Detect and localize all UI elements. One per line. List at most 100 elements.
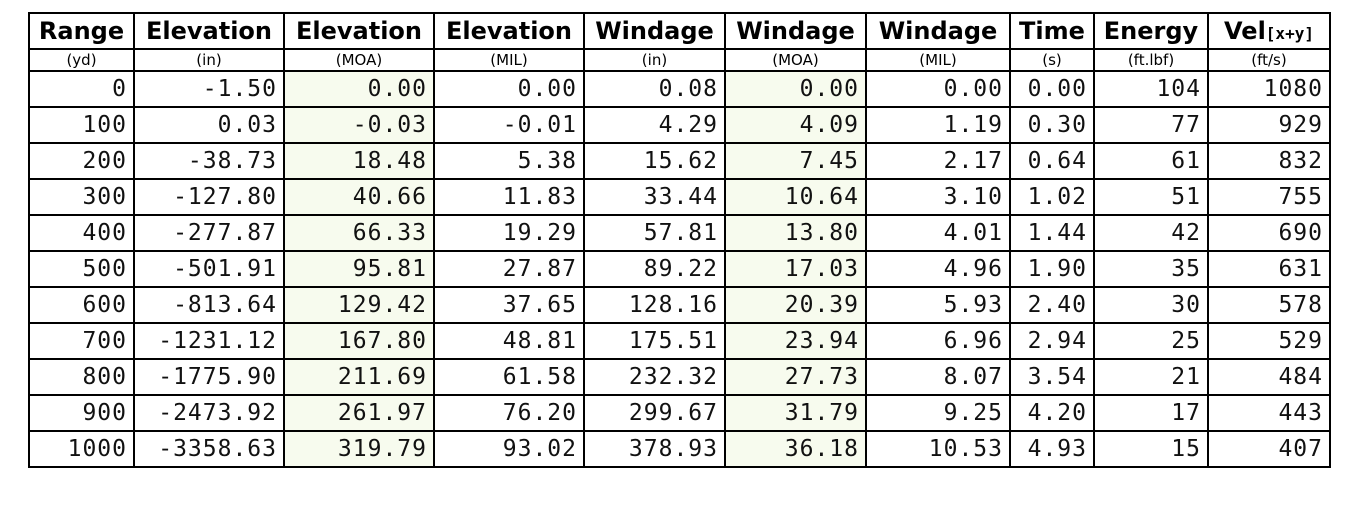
table-cell: 7.45 bbox=[724, 142, 867, 180]
column-unit: (ft/s) bbox=[1207, 48, 1331, 72]
table-cell: 4.93 bbox=[1009, 430, 1095, 468]
table-cell: 529 bbox=[1207, 322, 1331, 360]
table-cell: 1.90 bbox=[1009, 250, 1095, 288]
table-cell: 42 bbox=[1093, 214, 1209, 252]
table-row: 200 -38.73 18.48 5.38 15.62 7.45 2.17 0.64 61 832 bbox=[28, 142, 1331, 180]
table-cell: 578 bbox=[1207, 286, 1331, 324]
table-cell: 175.51 bbox=[583, 322, 726, 360]
header-row: Range Elevation Elevation Elevation Windage W… bbox=[28, 12, 1331, 50]
table-cell: 0.00 bbox=[1009, 70, 1095, 108]
column-title: Energy bbox=[1103, 17, 1199, 45]
unit-row: (yd) (in) (MOA) (MIL) (in) (MOA) (MIL) (s) (ft.l… bbox=[28, 48, 1331, 72]
table-cell: 30 bbox=[1093, 286, 1209, 324]
table-cell: 9.25 bbox=[865, 394, 1011, 432]
table-cell: 17 bbox=[1093, 394, 1209, 432]
column-unit: (in) bbox=[133, 48, 285, 72]
table-cell: 93.02 bbox=[433, 430, 585, 468]
table-cell: 51 bbox=[1093, 178, 1209, 216]
table-row: 600 -813.64 129.42 37.65 128.16 20.39 5.93 2.40… bbox=[28, 286, 1331, 324]
table-cell: 4.01 bbox=[865, 214, 1011, 252]
column-header: Range bbox=[28, 12, 135, 50]
table-cell: 6.96 bbox=[865, 322, 1011, 360]
table-cell: 4.29 bbox=[583, 106, 726, 144]
column-unit: (s) bbox=[1009, 48, 1095, 72]
table-cell: 4.09 bbox=[724, 106, 867, 144]
column-title: Range bbox=[38, 17, 125, 45]
table-cell: 690 bbox=[1207, 214, 1331, 252]
table-cell: 20.39 bbox=[724, 286, 867, 324]
column-unit: (ft.lbf) bbox=[1093, 48, 1209, 72]
table-cell: 1.19 bbox=[865, 106, 1011, 144]
table-cell: 2.40 bbox=[1009, 286, 1095, 324]
table-cell: 3.10 bbox=[865, 178, 1011, 216]
table-cell: 1.02 bbox=[1009, 178, 1095, 216]
column-unit: (MIL) bbox=[433, 48, 585, 72]
table-cell: 0.30 bbox=[1009, 106, 1095, 144]
column-unit: (yd) bbox=[28, 48, 135, 72]
column-header: Energy bbox=[1093, 12, 1209, 50]
column-title: Vel bbox=[1224, 17, 1266, 45]
table-cell: 27.73 bbox=[724, 358, 867, 396]
column-header: Elevation bbox=[133, 12, 285, 50]
table-row: 900 -2473.92 261.97 76.20 299.67 31.79 9.25 4.2… bbox=[28, 394, 1331, 432]
table-cell: -0.01 bbox=[433, 106, 585, 144]
table-cell: 77 bbox=[1093, 106, 1209, 144]
column-title: Windage bbox=[595, 17, 714, 45]
table-cell: 0.08 bbox=[583, 70, 726, 108]
table-cell: 2.94 bbox=[1009, 322, 1095, 360]
table-cell: 23.94 bbox=[724, 322, 867, 360]
table-cell: 5.93 bbox=[865, 286, 1011, 324]
table-row: 400 -277.87 66.33 19.29 57.81 13.80 4.01 1.44 42… bbox=[28, 214, 1331, 252]
table-cell: 700 bbox=[28, 322, 135, 360]
table-cell: 18.48 bbox=[283, 142, 435, 180]
table-cell: 1000 bbox=[28, 430, 135, 468]
table-cell: 0.03 bbox=[133, 106, 285, 144]
column-unit: (MOA) bbox=[283, 48, 435, 72]
table-cell: 755 bbox=[1207, 178, 1331, 216]
table-cell: 631 bbox=[1207, 250, 1331, 288]
table-cell: 232.32 bbox=[583, 358, 726, 396]
table-cell: 89.22 bbox=[583, 250, 726, 288]
table-cell: 0.00 bbox=[283, 70, 435, 108]
table-cell: 4.96 bbox=[865, 250, 1011, 288]
table-cell: -127.80 bbox=[133, 178, 285, 216]
table-cell: 66.33 bbox=[283, 214, 435, 252]
table-cell: 76.20 bbox=[433, 394, 585, 432]
table-cell: 57.81 bbox=[583, 214, 726, 252]
table-row: 100 0.03 -0.03 -0.01 4.29 4.09 1.19 0.30 77 929 bbox=[28, 106, 1331, 144]
table-body: 0 -1.50 0.00 0.00 0.08 0.00 0.00 0.00 104 1080 100… bbox=[28, 70, 1331, 468]
table-cell: -1.50 bbox=[133, 70, 285, 108]
table-cell: 0.00 bbox=[433, 70, 585, 108]
table-cell: 13.80 bbox=[724, 214, 867, 252]
table-cell: 2.17 bbox=[865, 142, 1011, 180]
table-cell: 929 bbox=[1207, 106, 1331, 144]
column-title-subscript: [x+y] bbox=[1265, 24, 1314, 43]
column-unit: (MOA) bbox=[724, 48, 867, 72]
table-cell: 200 bbox=[28, 142, 135, 180]
table-cell: -501.91 bbox=[133, 250, 285, 288]
table-cell: 15.62 bbox=[583, 142, 726, 180]
column-title: Time bbox=[1019, 17, 1085, 45]
table-cell: 400 bbox=[28, 214, 135, 252]
table-cell: 27.87 bbox=[433, 250, 585, 288]
table-row: 300 -127.80 40.66 11.83 33.44 10.64 3.10 1.02 51… bbox=[28, 178, 1331, 216]
table-cell: 5.38 bbox=[433, 142, 585, 180]
table-cell: 443 bbox=[1207, 394, 1331, 432]
table-cell: 832 bbox=[1207, 142, 1331, 180]
table-cell: 100 bbox=[28, 106, 135, 144]
table-cell: 10.64 bbox=[724, 178, 867, 216]
table-cell: 95.81 bbox=[283, 250, 435, 288]
table-cell: 19.29 bbox=[433, 214, 585, 252]
table-cell: -0.03 bbox=[283, 106, 435, 144]
table-cell: 0.00 bbox=[724, 70, 867, 108]
table-cell: 800 bbox=[28, 358, 135, 396]
column-title: Windage bbox=[878, 17, 998, 45]
table-cell: -1775.90 bbox=[133, 358, 285, 396]
column-title: Windage bbox=[736, 17, 855, 45]
column-header: Windage bbox=[724, 12, 867, 50]
table-cell: 33.44 bbox=[583, 178, 726, 216]
table-cell: 15 bbox=[1093, 430, 1209, 468]
table-row: 800 -1775.90 211.69 61.58 232.32 27.73 8.07 3.5… bbox=[28, 358, 1331, 396]
table-cell: 0.64 bbox=[1009, 142, 1095, 180]
table-cell: 407 bbox=[1207, 430, 1331, 468]
